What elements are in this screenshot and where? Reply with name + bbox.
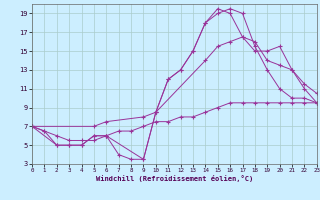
X-axis label: Windchill (Refroidissement éolien,°C): Windchill (Refroidissement éolien,°C) (96, 175, 253, 182)
